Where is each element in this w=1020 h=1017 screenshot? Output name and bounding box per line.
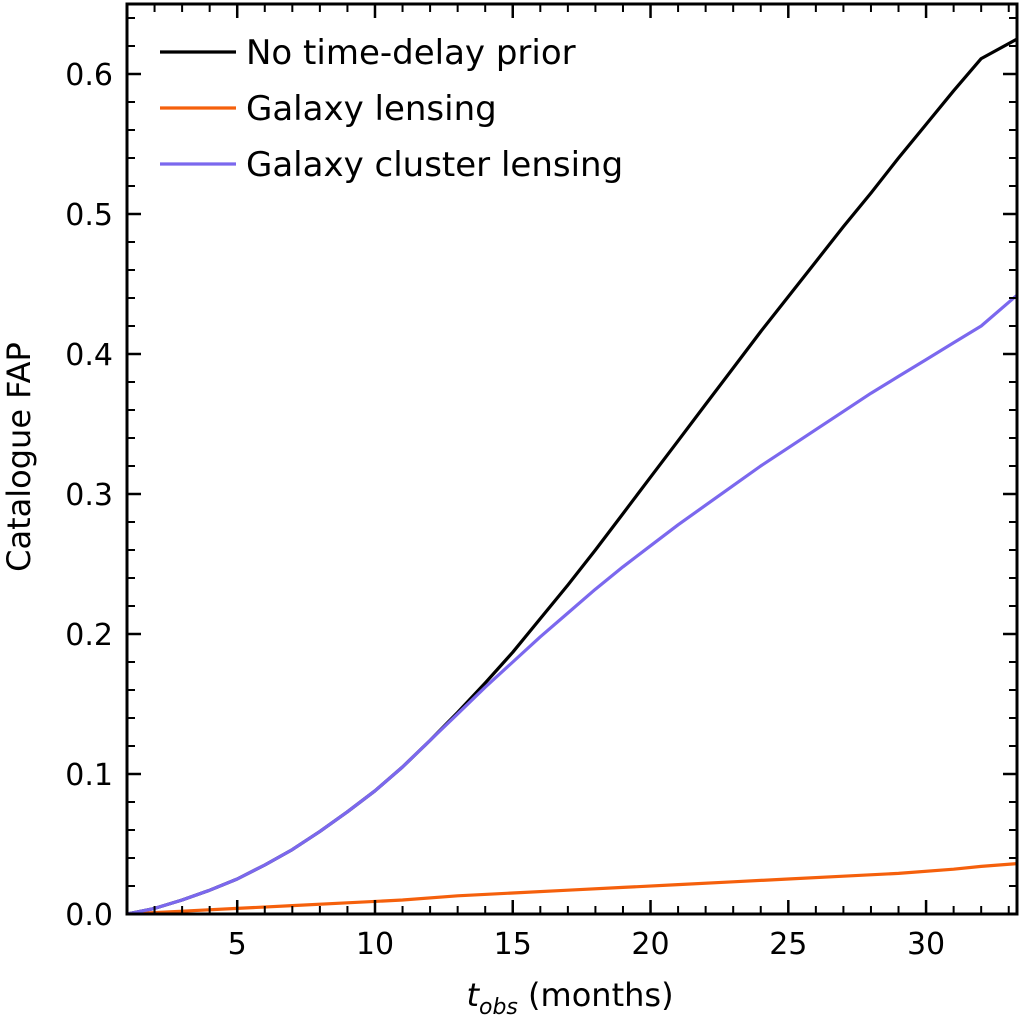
y-tick-label: 0.4: [65, 338, 113, 373]
legend-label-1: Galaxy lensing: [246, 89, 497, 129]
x-tick-label: 20: [631, 927, 669, 962]
legend: No time-delay prior Galaxy lensing Galaxy …: [160, 33, 623, 185]
plot-frame: [125, 2, 1019, 916]
x-tick-label: 15: [494, 927, 532, 962]
y-tick-label: 0.5: [65, 198, 113, 233]
x-axis-label-suffix: (months): [518, 976, 674, 1014]
x-tick-label: 30: [907, 927, 945, 962]
x-axis-label-sub: obs: [479, 995, 518, 1017]
y-tick-label: 0.2: [65, 618, 113, 653]
y-tick-label: 0.1: [65, 758, 113, 793]
x-axis-label-main: t: [466, 976, 480, 1014]
legend-label-0: No time-delay prior: [246, 33, 576, 73]
legend-label-2: Galaxy cluster lensing: [246, 145, 623, 185]
series-line-2: [127, 293, 1017, 914]
x-tick-label: 10: [356, 927, 394, 962]
ticks-layer: [126, 4, 1017, 916]
x-tick-label: 25: [769, 927, 807, 962]
x-tick-label: 5: [228, 927, 247, 962]
series-line-1: [127, 862, 1017, 914]
y-tick-label: 0.3: [65, 478, 113, 513]
tick-labels: 5 10 15 20 25 30 0.0 0.1 0.2 0.3 0.4 0.5 0.6: [65, 58, 945, 962]
y-axis-label: Catalogue FAP: [0, 342, 38, 572]
y-tick-label: 0.0: [65, 898, 113, 933]
y-tick-label: 0.6: [65, 58, 113, 93]
x-axis-label: tobs (months): [466, 976, 673, 1017]
series-layer: [127, 37, 1017, 914]
